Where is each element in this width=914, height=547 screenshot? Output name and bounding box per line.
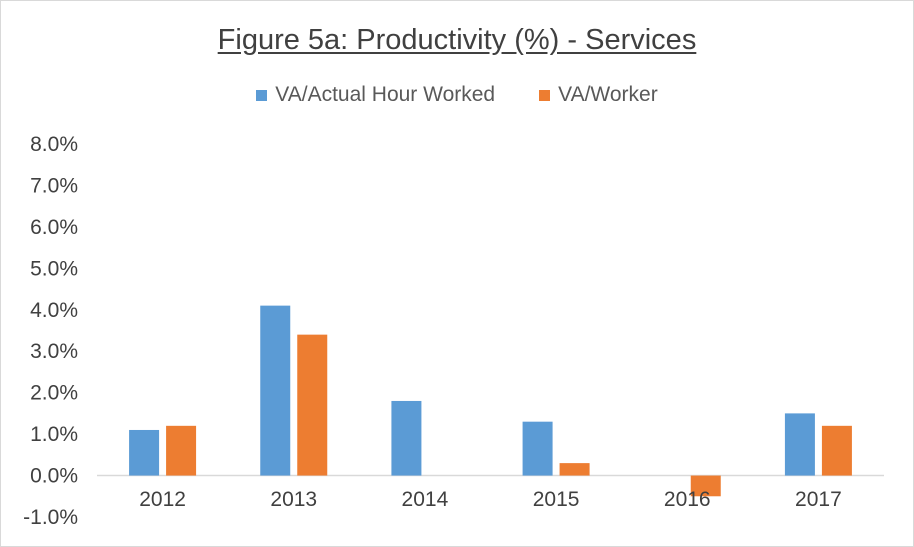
y-tick-label: 7.0% [30,174,78,197]
chart-title: Figure 5a: Productivity (%) - Services [217,24,697,56]
y-tick-label: 6.0% [30,216,78,239]
bar-series-1-2014 [391,400,422,476]
y-tick-label: 0.0% [30,465,78,488]
legend: VA/Actual Hour Worked VA/Worker [0,83,914,107]
legend-label-series-1: VA/Actual Hour Worked [275,83,496,106]
y-tick-label: 5.0% [30,257,78,280]
bar-series-1-2013 [260,305,291,476]
bar-series-2-2016 [690,475,721,497]
bar-series-2-2013 [297,334,328,476]
x-tick-label: 2017 [795,488,842,511]
y-tick-label: 4.0% [30,299,78,322]
legend-item-series-1: VA/Actual Hour Worked [256,83,495,107]
bar-series-2-2012 [166,425,197,476]
x-tick-label: 2012 [139,488,186,511]
y-tick-label: 3.0% [30,340,78,363]
bar-series-1-2012 [129,429,160,476]
x-tick-label: 2014 [402,488,449,511]
y-tick-label: 8.0% [30,133,78,156]
y-tick-label: 1.0% [30,423,78,446]
x-tick-label: 2015 [533,488,580,511]
bar-series-1-2017 [784,413,815,476]
x-tick-label: 2016 [664,488,711,511]
y-tick-label: 2.0% [30,382,78,405]
y-tick-label: -1.0% [23,506,78,529]
legend-swatch-series-2 [539,89,551,101]
bar-series-2-2015 [559,463,590,476]
bar-series-2-2017 [821,425,852,476]
legend-item-series-2: VA/Worker [539,83,658,107]
bar-series-1-2015 [522,421,553,476]
legend-label-series-2: VA/Worker [558,83,658,106]
x-tick-label: 2013 [270,488,317,511]
legend-swatch-series-1 [256,89,268,101]
